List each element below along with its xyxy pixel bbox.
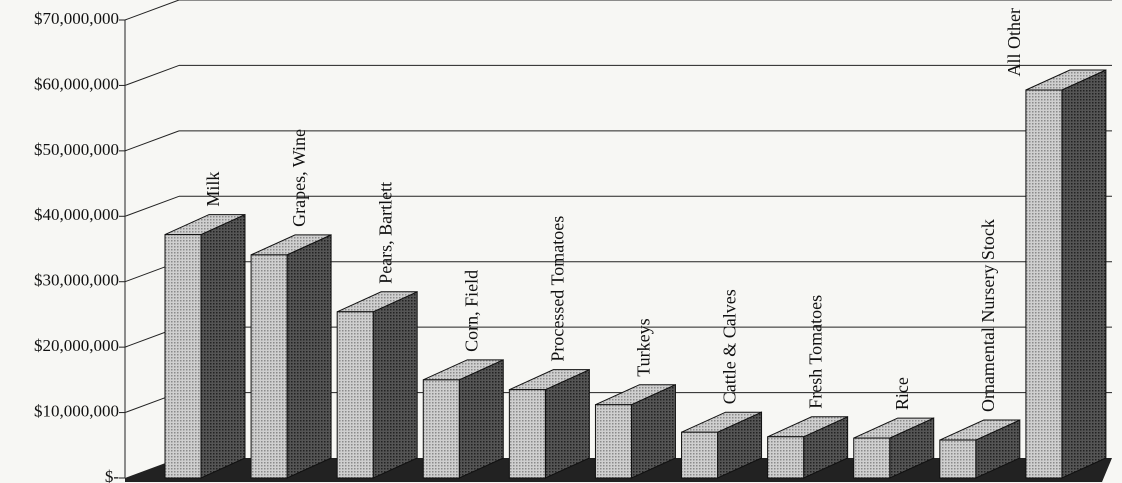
- y-tick-label: $30,000,000: [34, 271, 119, 290]
- y-tick-label: $40,000,000: [34, 205, 119, 224]
- grid-line: [124, 195, 180, 217]
- y-tick-label: $60,000,000: [34, 74, 119, 93]
- bar: [681, 431, 719, 479]
- category-label: Ornamental Nursery Stock: [978, 219, 998, 412]
- grid-line: [124, 64, 180, 86]
- category-label: Pears, Bartlett: [375, 182, 395, 284]
- bar: [336, 311, 374, 479]
- bar-side: [1061, 69, 1107, 479]
- bar: [853, 437, 891, 479]
- bar: [250, 254, 288, 479]
- bar-side: [200, 213, 246, 479]
- bar: [1025, 89, 1063, 479]
- category-label: Cattle & Calves: [720, 289, 740, 404]
- bar-side: [286, 234, 332, 479]
- bar-side: [372, 291, 418, 479]
- y-tick-label: $50,000,000: [34, 140, 119, 159]
- category-label: Rice: [892, 377, 912, 410]
- y-tick-label: $20,000,000: [34, 336, 119, 355]
- y-tick-label: $-: [105, 467, 120, 483]
- bar: [508, 389, 546, 479]
- y-tick-label: $70,000,000: [34, 9, 119, 28]
- category-label: Grapes, Wine: [289, 129, 309, 227]
- bar-side: [458, 359, 504, 479]
- grid-line: [124, 0, 180, 21]
- y-tick-label: $10,000,000: [34, 401, 119, 420]
- bar: [594, 404, 632, 479]
- bar: [422, 379, 460, 479]
- category-label: All Other: [1004, 8, 1024, 76]
- bar: [164, 234, 202, 479]
- bar: [939, 439, 977, 479]
- bar: [767, 436, 805, 479]
- category-label: Milk: [203, 172, 223, 207]
- category-label: Processed Tomatoes: [547, 216, 567, 362]
- category-label: Fresh Tomatoes: [806, 295, 826, 409]
- category-label: Corn, Field: [461, 270, 481, 352]
- grid-line: [124, 130, 180, 152]
- category-label: Turkeys: [634, 318, 654, 376]
